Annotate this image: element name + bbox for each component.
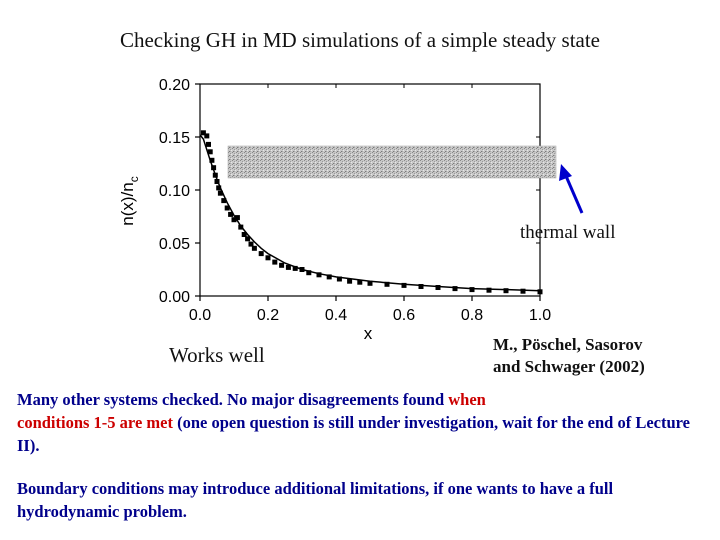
data-point <box>469 287 475 293</box>
data-point <box>241 232 247 237</box>
plot-border <box>199 83 541 297</box>
y-tick-label: 0.10 <box>159 183 190 200</box>
thermal-wall <box>227 145 557 179</box>
data-point <box>258 251 264 257</box>
data-point <box>272 259 278 265</box>
y-axis: 0.00 0.05 0.10 0.15 0.20 <box>159 77 540 306</box>
x-tick-label: 0.0 <box>189 307 211 324</box>
data-point <box>204 133 210 139</box>
citation-line-2: and Schwager (2002) <box>493 357 645 376</box>
data-markers <box>200 130 543 295</box>
data-point <box>245 236 251 242</box>
data-point <box>503 288 509 294</box>
data-point <box>326 274 332 280</box>
data-point <box>231 217 237 223</box>
works-well-caption: Works well <box>169 343 265 367</box>
data-point <box>221 198 227 204</box>
y-tick-label: 0.05 <box>159 236 190 253</box>
data-point <box>228 211 234 217</box>
y-tick-label: 0.15 <box>159 130 190 147</box>
data-point <box>418 284 424 289</box>
x-tick-label: 0.8 <box>461 307 483 324</box>
x-tick-label: 1.0 <box>529 307 551 324</box>
data-point <box>206 141 211 147</box>
data-point <box>336 276 342 282</box>
data-point <box>306 270 312 276</box>
data-point <box>279 262 285 268</box>
data-point <box>316 272 322 278</box>
chart: 0.000.050.100.150.20 0.0 0.2 0.4 0.6 0.8 1.0 … <box>118 77 584 340</box>
para1-conditions: conditions 1-5 are met <box>17 413 173 432</box>
plot-area <box>199 83 541 297</box>
x-tick-label: 0.4 <box>325 307 347 324</box>
data-point <box>537 289 543 295</box>
thermal-wall-label: thermal wall <box>520 222 616 243</box>
data-point <box>212 172 218 178</box>
data-point <box>401 282 407 288</box>
paragraph-systems-checked: Many other systems checked. No major dis… <box>17 388 707 457</box>
data-point <box>209 157 215 163</box>
paragraph-boundary-conditions: Boundary conditions may introduce additi… <box>17 479 614 521</box>
data-point <box>251 245 257 251</box>
x-tick-label: 0.2 <box>257 307 279 324</box>
data-point <box>214 179 220 184</box>
para1-text-c: (one open question is still under invest… <box>17 413 690 455</box>
y-tick-label: 0.20 <box>159 77 190 94</box>
data-point <box>357 279 363 285</box>
data-point <box>486 287 492 293</box>
data-point <box>367 280 373 286</box>
data-point <box>452 286 458 292</box>
data-point <box>248 241 254 247</box>
citation: M., Pöschel, Sasorov and Schwager (2002) <box>493 334 645 378</box>
data-point <box>211 165 217 171</box>
data-point <box>292 265 298 271</box>
data-point <box>347 278 353 284</box>
data-point <box>217 190 223 196</box>
data-point <box>435 285 441 290</box>
slide-title: Checking GH in MD simulations of a simpl… <box>119 28 601 52</box>
y-tick-label: 0.00 <box>159 289 190 306</box>
y-axis-label: n(x)/nc <box>118 176 141 225</box>
data-point <box>285 264 291 270</box>
data-point <box>200 130 206 136</box>
data-point <box>216 185 222 191</box>
x-axis-label: x <box>364 324 373 340</box>
data-point <box>299 267 305 272</box>
data-point <box>265 255 271 261</box>
x-axis: 0.0 0.2 0.4 0.6 0.8 1.0 <box>189 84 551 324</box>
data-point <box>520 288 526 294</box>
x-tick-label: 0.6 <box>393 307 415 324</box>
data-point <box>234 215 240 221</box>
data-point <box>238 224 244 230</box>
thermal-wall-arrow <box>559 164 584 214</box>
data-point <box>207 149 213 155</box>
para1-when: when <box>448 390 486 409</box>
data-point <box>224 205 230 211</box>
citation-line-1: M., Pöschel, Sasorov <box>493 335 643 354</box>
data-point <box>384 281 390 287</box>
para1-text-a: Many other systems checked. No major dis… <box>17 390 449 409</box>
